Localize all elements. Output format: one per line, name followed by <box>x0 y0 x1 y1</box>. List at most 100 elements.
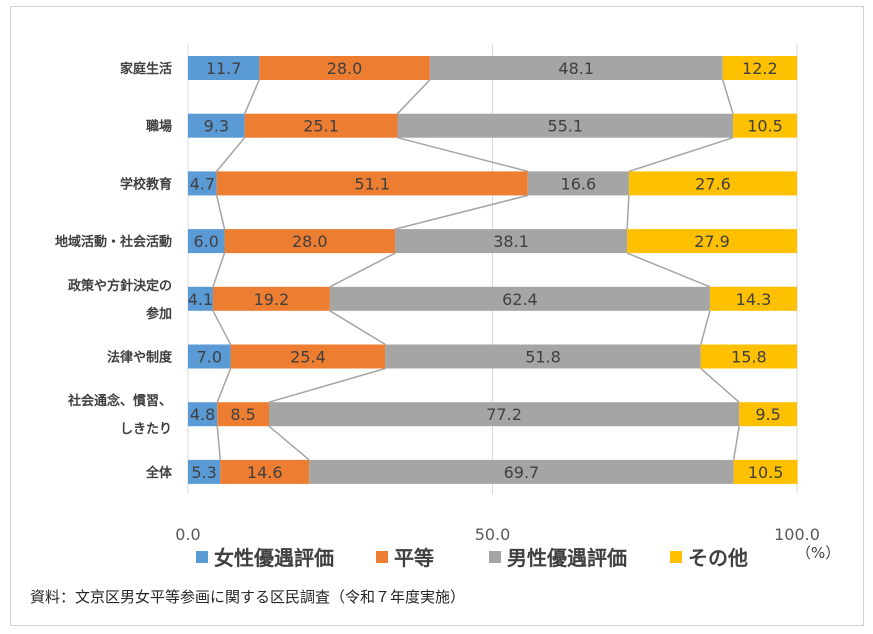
data-label: 4.8 <box>190 405 215 424</box>
bar-segment <box>268 402 740 427</box>
data-label: 15.8 <box>731 348 767 367</box>
category-label: 社会通念、慣習、 <box>67 393 172 409</box>
series-line <box>397 136 529 173</box>
data-label: 28.0 <box>327 59 363 78</box>
chart-frame <box>10 6 864 626</box>
data-label: 14.6 <box>247 463 283 482</box>
bar-segment <box>220 459 310 484</box>
legend-label: 男性優遇評価 <box>507 546 627 570</box>
bar-segment <box>224 229 396 254</box>
series-line <box>243 79 260 114</box>
legend-swatch <box>489 551 501 563</box>
series-line <box>216 368 232 403</box>
bar-segment <box>188 286 213 311</box>
bar-segment <box>230 344 386 369</box>
series-line <box>700 310 711 345</box>
legend-label: その他 <box>688 546 748 570</box>
data-label: 10.5 <box>747 117 783 136</box>
data-label: 4.7 <box>190 174 215 193</box>
data-label: 6.0 <box>194 232 219 251</box>
bar-segment <box>217 402 269 427</box>
category-label: 政策や方針決定の <box>68 278 172 294</box>
data-label: 27.6 <box>695 174 731 193</box>
bar-segment <box>709 286 797 311</box>
series-line <box>212 252 226 288</box>
bar-segment <box>212 286 330 311</box>
series-line <box>700 367 740 403</box>
bar-segment <box>188 344 231 369</box>
x-tick-label: 50.0 <box>475 525 511 544</box>
data-label: 8.5 <box>230 405 255 424</box>
data-label: 4.1 <box>188 290 213 309</box>
category-label: 地域活動・社会活動 <box>55 234 172 250</box>
series-line <box>216 426 222 460</box>
bar-segment <box>259 56 430 80</box>
series-line <box>628 136 734 173</box>
data-label: 7.0 <box>197 348 222 367</box>
series-line <box>329 252 396 288</box>
data-label: 9.5 <box>755 405 780 424</box>
category-label: 学校教育 <box>120 176 172 192</box>
data-label: 51.8 <box>525 348 561 367</box>
data-label: 14.3 <box>736 290 772 309</box>
series-line <box>268 367 386 403</box>
series-line <box>396 79 431 115</box>
data-label: 16.6 <box>561 174 597 193</box>
series-line <box>626 252 711 288</box>
bar-segment <box>188 56 260 80</box>
bar-segment <box>329 286 710 311</box>
bar-segment <box>216 171 528 196</box>
bar-segment <box>309 459 734 484</box>
legend-label: 女性優遇評価 <box>214 546 334 570</box>
legend-swatch <box>376 551 388 563</box>
series-line <box>215 195 226 230</box>
bar-segment <box>628 171 797 196</box>
bar-segment <box>188 171 217 196</box>
data-label: 62.4 <box>502 290 538 309</box>
bar-segment <box>188 229 225 254</box>
series-line <box>216 137 246 172</box>
series-line <box>732 426 740 461</box>
data-label: 48.1 <box>558 59 594 78</box>
category-label: 職場 <box>146 119 172 135</box>
data-label: 38.1 <box>493 232 529 251</box>
bar-segment <box>733 459 798 484</box>
series-line <box>268 425 310 461</box>
data-label: 9.3 <box>204 117 229 136</box>
source-note: 資料：文京区男女平等参画に関する区民調査（令和７年度実施） <box>30 588 465 606</box>
bar-segment <box>722 56 797 80</box>
data-label: 25.4 <box>290 348 326 367</box>
category-label: 全体 <box>145 465 173 481</box>
bar-segment <box>188 459 221 484</box>
series-line <box>329 310 386 346</box>
data-label: 51.1 <box>354 174 390 193</box>
legend-swatch <box>670 551 682 563</box>
data-label: 55.1 <box>547 117 583 136</box>
bar-segment <box>188 402 218 427</box>
bar-segment <box>627 229 797 254</box>
legend-label: 平等 <box>394 546 434 570</box>
data-label: 12.2 <box>742 59 778 78</box>
bar-segment <box>700 344 797 369</box>
bar-segment <box>527 171 629 196</box>
category-label: しきたり <box>120 422 172 437</box>
x-unit-label: （%） <box>796 544 840 562</box>
bar-segment <box>385 344 701 369</box>
series-line <box>212 310 232 345</box>
x-tick-label: 100.0 <box>774 525 820 544</box>
bar-segment <box>244 113 398 138</box>
bar-segment <box>188 113 245 138</box>
bar-segment <box>397 113 734 138</box>
data-label: 19.2 <box>254 290 290 309</box>
category-label: 法律や制度 <box>107 350 173 366</box>
data-label: 25.1 <box>303 117 339 136</box>
bar-segment <box>739 402 797 427</box>
data-label: 77.2 <box>486 405 522 424</box>
bar-segment <box>395 229 628 254</box>
bar-segment <box>733 113 797 138</box>
data-label: 69.7 <box>504 463 540 482</box>
data-label: 27.9 <box>694 232 730 251</box>
series-line <box>721 79 734 114</box>
series-line <box>626 195 630 230</box>
